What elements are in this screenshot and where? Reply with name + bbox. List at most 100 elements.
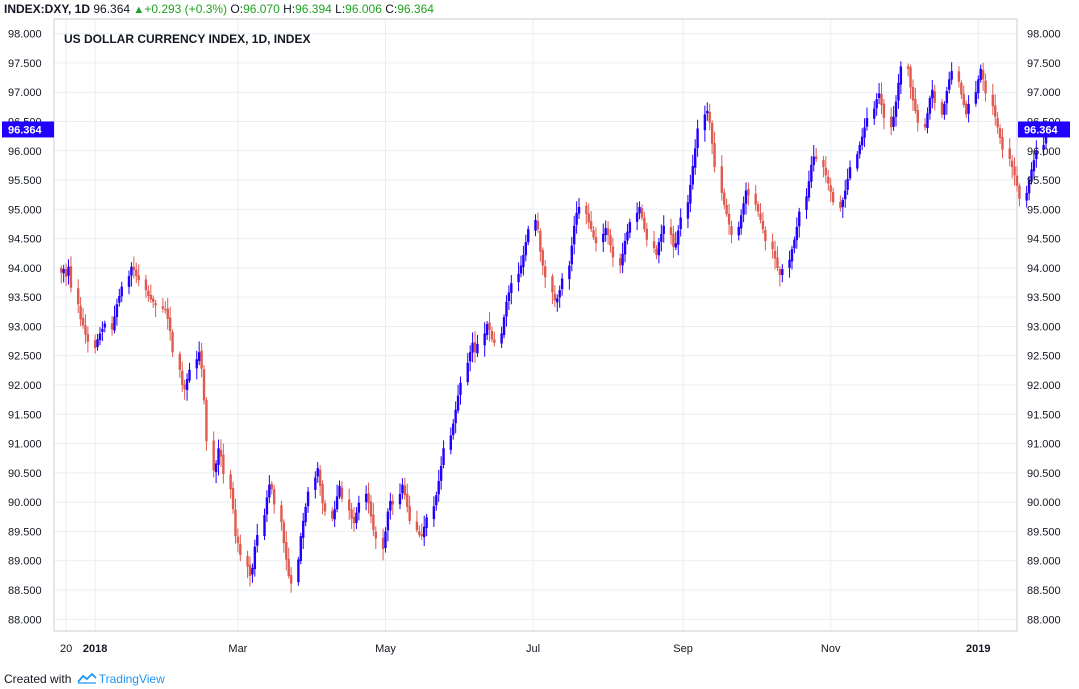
candle-body <box>522 255 525 268</box>
candle <box>183 379 186 400</box>
candle <box>773 240 777 270</box>
candle-body <box>640 208 644 218</box>
candle <box>120 281 123 303</box>
candle-body <box>236 536 240 544</box>
x-axis: 20 2018 Mar May Jul Sep Nov 2019 <box>60 643 991 655</box>
candle-body <box>720 166 724 193</box>
candle-body <box>270 483 273 490</box>
y-tick-label-left: 97.500 <box>8 58 42 70</box>
candle-body <box>773 250 777 259</box>
candle-body <box>739 215 743 229</box>
candle <box>812 145 815 172</box>
candle-body <box>161 306 165 309</box>
last-price-badge-left: 96.364 <box>2 121 54 138</box>
candle-body <box>759 213 762 220</box>
candle-body <box>977 79 980 94</box>
y-tick-label-right: 89.500 <box>1027 526 1061 538</box>
candle-body <box>488 322 491 330</box>
candle <box>998 124 1002 145</box>
candle-body <box>933 91 936 103</box>
candle <box>299 532 302 565</box>
candle-body <box>691 165 694 185</box>
candle-body <box>372 514 375 531</box>
candle-body <box>493 339 496 343</box>
x-tick-label: 2019 <box>966 643 990 655</box>
up-triangle-icon: ▲ <box>133 4 145 16</box>
candle <box>302 512 305 550</box>
candle-body <box>62 269 65 274</box>
candle-body <box>103 323 107 328</box>
candle <box>425 513 428 537</box>
candle <box>197 341 201 366</box>
candle-body <box>442 448 445 466</box>
candle <box>384 527 387 553</box>
candle-body <box>425 517 428 528</box>
candle-body <box>686 202 690 219</box>
candle-body <box>1008 148 1011 159</box>
candle-body <box>585 205 588 215</box>
candle <box>764 226 767 251</box>
candle-body <box>807 181 811 198</box>
candle <box>304 503 307 527</box>
candle <box>814 147 818 163</box>
candle-body <box>706 110 709 114</box>
candle <box>214 460 218 484</box>
tradingview-brand[interactable]: TradingView <box>98 672 165 686</box>
candle-body <box>592 230 595 238</box>
candle <box>960 80 963 99</box>
y-tick-label-left: 91.000 <box>8 439 42 451</box>
candle <box>306 486 310 513</box>
price-chart[interactable]: 88.000 88.500 89.000 89.500 90.000 90.500 91.0… <box>0 0 1079 670</box>
candle <box>880 82 883 115</box>
candle-body <box>222 454 225 475</box>
candle-body <box>212 440 215 471</box>
y-tick-label-right: 97.000 <box>1027 87 1061 99</box>
candle-body <box>534 219 537 231</box>
y-tick-label-right: 96.000 <box>1027 146 1061 158</box>
candle <box>437 469 440 502</box>
candle <box>127 270 131 295</box>
candle <box>367 482 370 514</box>
candle-body <box>248 564 252 576</box>
open-label: O: <box>230 2 244 16</box>
candle <box>171 329 174 357</box>
candle-body <box>1001 136 1004 150</box>
candle-body <box>115 304 119 317</box>
candle-body <box>265 497 269 515</box>
badge-background <box>2 121 54 138</box>
candle <box>449 427 453 455</box>
candle-body <box>589 221 593 230</box>
candle-body <box>490 330 494 340</box>
candle <box>592 226 595 241</box>
last-price-badges: 96.364 96.364 <box>2 121 1070 138</box>
candle <box>844 179 847 208</box>
candle <box>911 79 915 111</box>
candle <box>940 98 944 118</box>
low-value: 96.006 <box>345 2 382 16</box>
candle-body <box>875 99 878 109</box>
candle <box>422 515 426 547</box>
y-tick-label-left: 88.500 <box>8 585 42 597</box>
candle-body <box>979 68 982 80</box>
candle <box>914 88 917 114</box>
candle-body <box>357 502 361 513</box>
candle-body <box>323 503 327 512</box>
candle <box>188 362 191 383</box>
candle-body <box>587 213 590 223</box>
badge-text: 96.364 <box>8 124 43 136</box>
candle <box>79 297 82 327</box>
candle-body <box>93 340 97 349</box>
candle <box>805 188 808 220</box>
candle-body <box>660 233 663 242</box>
candle-body <box>485 324 489 336</box>
candle-body <box>154 303 157 306</box>
candle <box>602 223 605 253</box>
candle-body <box>994 105 997 117</box>
candle <box>977 75 980 99</box>
candle <box>212 431 215 478</box>
candle-body <box>149 294 152 300</box>
candle-body <box>940 102 944 115</box>
candle <box>618 253 622 274</box>
candle-body <box>626 231 629 241</box>
candle <box>93 334 97 354</box>
